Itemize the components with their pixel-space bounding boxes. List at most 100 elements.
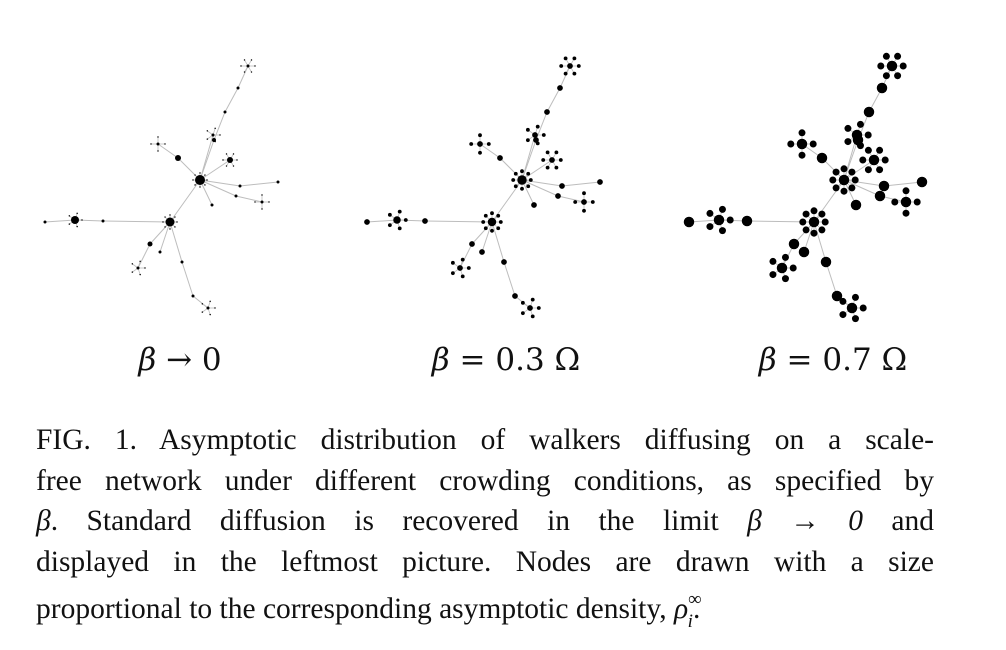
network-node — [554, 165, 559, 170]
network-node — [174, 226, 176, 228]
network-node — [851, 129, 863, 141]
network-node — [194, 174, 196, 176]
network-node — [206, 179, 208, 181]
network-node — [496, 213, 501, 218]
network-panel-beta-0 — [43, 59, 280, 316]
network-node — [194, 184, 196, 186]
network-node — [76, 225, 78, 228]
network-node — [210, 203, 214, 207]
network-node — [798, 246, 810, 258]
network-node — [511, 178, 516, 182]
network-node — [829, 176, 837, 184]
network-edge — [521, 179, 559, 197]
network-node — [483, 226, 488, 231]
network-node — [886, 60, 898, 72]
network-node — [802, 226, 810, 234]
network-node — [520, 311, 525, 316]
network-node — [268, 201, 270, 203]
network-node — [206, 138, 209, 140]
network-node — [894, 72, 902, 80]
network-node — [478, 133, 482, 138]
network-node — [139, 273, 141, 276]
network-node — [874, 190, 886, 202]
network-edge — [159, 221, 171, 253]
caption-line-1: FIG. 1. Asymptotic distribution of walker… — [36, 424, 934, 456]
network-node — [169, 228, 171, 230]
network-node — [234, 194, 238, 198]
network-node — [497, 155, 503, 161]
network-node — [913, 198, 921, 206]
network-node — [527, 305, 533, 311]
network-node — [150, 143, 152, 145]
network-node — [590, 200, 595, 204]
network-node — [573, 200, 578, 204]
network-panel-beta-0.7 — [683, 52, 928, 323]
network-node — [902, 187, 910, 195]
network-node — [136, 266, 140, 270]
network-node — [850, 199, 862, 211]
network-node — [261, 194, 263, 196]
network-node — [876, 146, 884, 154]
network-node — [487, 217, 497, 227]
network-node — [554, 150, 559, 155]
network-node — [101, 219, 105, 223]
network-edge — [102, 220, 171, 223]
network-node — [878, 180, 890, 192]
network-node — [831, 290, 843, 302]
network-node — [899, 62, 907, 70]
network-node — [71, 216, 79, 224]
network-node — [844, 124, 852, 132]
network-node — [483, 213, 488, 218]
network-node — [76, 212, 78, 215]
network-node — [706, 223, 714, 231]
network-node — [450, 260, 455, 265]
network-edge — [813, 221, 827, 263]
figure-caption: FIG. 1. Asymptotic distribution of walker… — [36, 420, 934, 640]
network-node — [397, 226, 402, 231]
network-node — [520, 300, 525, 305]
network-edge — [44, 219, 76, 223]
network-node — [838, 174, 850, 186]
network-node — [162, 221, 164, 223]
network-node — [164, 216, 166, 218]
network-node — [174, 216, 176, 218]
network-node — [479, 249, 485, 255]
network-edge — [813, 179, 845, 223]
network-node — [891, 198, 899, 206]
network-node — [856, 120, 864, 128]
network-node — [789, 264, 797, 272]
network-node — [175, 155, 181, 161]
network-node — [214, 307, 216, 309]
network-node — [526, 171, 531, 176]
network-node — [821, 218, 829, 226]
network-node — [533, 137, 539, 143]
network-node — [555, 193, 561, 199]
network-node — [169, 214, 171, 216]
network-node — [156, 142, 160, 146]
network-node — [810, 229, 818, 237]
network-node — [840, 187, 848, 195]
network-node — [457, 265, 463, 271]
network-edge — [157, 143, 179, 159]
network-node — [525, 138, 530, 143]
network-node — [864, 131, 872, 139]
network-edge — [521, 179, 563, 187]
network-node — [139, 260, 141, 263]
network-node — [481, 220, 486, 224]
network-node — [223, 110, 227, 114]
network-node — [68, 223, 71, 225]
network-node — [781, 275, 789, 283]
network-node — [544, 109, 550, 115]
network-node — [851, 176, 859, 184]
network-node — [876, 166, 884, 174]
network-node — [859, 156, 867, 164]
network-node — [528, 178, 533, 182]
network-node — [144, 267, 146, 269]
network-edge — [366, 219, 398, 223]
network-node — [512, 293, 518, 299]
network-node — [276, 180, 280, 184]
network-node — [192, 179, 194, 181]
network-node — [236, 86, 240, 90]
network-node — [839, 311, 847, 319]
network-node — [859, 304, 867, 312]
